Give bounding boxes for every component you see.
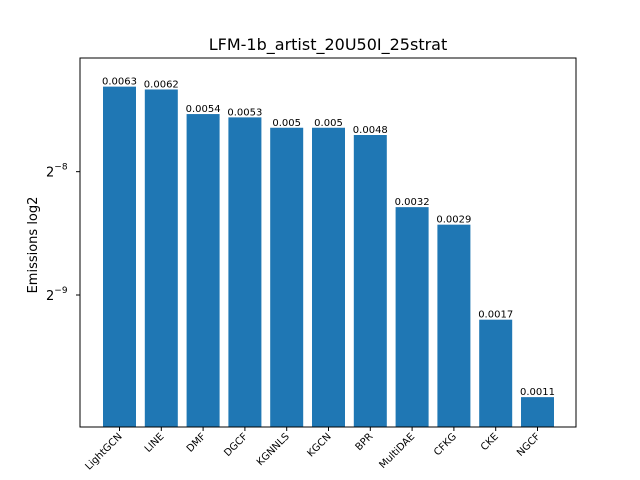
- chart-title: LFM-1b_artist_20U50I_25strat: [209, 35, 448, 55]
- plot-frame: [79, 57, 577, 428]
- bar-multidae: [395, 207, 429, 427]
- data-label-dgcf: 0.0053: [227, 107, 262, 118]
- bars-group: [103, 86, 554, 427]
- y-tick-label: 2−8: [46, 163, 68, 181]
- bar-lightgcn: [103, 86, 136, 427]
- data-label-dmf: 0.0054: [186, 104, 221, 115]
- y-ticks-group: 2−8 2−9: [46, 163, 80, 304]
- x-tick-label-multidae: MultiDAE: [378, 431, 418, 471]
- bar-cfkg: [437, 224, 471, 427]
- bar-cke: [479, 319, 513, 427]
- bar-dmf: [186, 114, 220, 427]
- x-tick-label-dmf: DMF: [185, 431, 209, 455]
- x-tick-label-ngcf: NGCF: [515, 431, 543, 459]
- x-ticks-group: LightGCN LINE DMF DGCF KGNNLS KGCN BPR MultiDAE…: [83, 427, 543, 472]
- bar-kgnnls: [270, 127, 304, 427]
- x-tick-label-kgcn: KGCN: [305, 431, 333, 459]
- bar-ngcf: [521, 397, 554, 427]
- bar-bpr: [353, 135, 387, 427]
- x-tick-label-cke: CKE: [479, 431, 501, 453]
- data-label-ngcf: 0.0011: [520, 387, 555, 398]
- data-label-line: 0.0062: [144, 79, 179, 90]
- x-tick-label-cfkg: CFKG: [432, 431, 459, 458]
- x-tick-label-lightgcn: LightGCN: [83, 431, 124, 472]
- data-label-bpr: 0.0048: [353, 125, 388, 136]
- data-label-cfkg: 0.0029: [436, 215, 471, 226]
- x-tick-label-dgcf: DGCF: [222, 431, 250, 459]
- data-label-kgcn: 0.005: [314, 118, 343, 129]
- data-label-lightgcn: 0.0063: [102, 77, 137, 88]
- bar-line: [144, 89, 178, 427]
- data-label-kgnnls: 0.005: [272, 118, 301, 129]
- x-tick-label-kgnnls: KGNNLS: [255, 431, 292, 468]
- y-tick-label: 2−9: [46, 286, 68, 304]
- x-tick-label-bpr: BPR: [354, 431, 376, 453]
- data-label-multidae: 0.0032: [395, 197, 430, 208]
- bar-kgcn: [312, 127, 345, 427]
- data-labels-group: 0.0063 0.0062 0.0054 0.0053 0.005 0.005 0.0048…: [102, 77, 555, 399]
- bar-dgcf: [228, 117, 262, 427]
- data-label-cke: 0.0017: [478, 310, 513, 321]
- x-tick-label-line: LINE: [143, 431, 167, 455]
- y-axis-label: Emissions log2: [26, 197, 41, 294]
